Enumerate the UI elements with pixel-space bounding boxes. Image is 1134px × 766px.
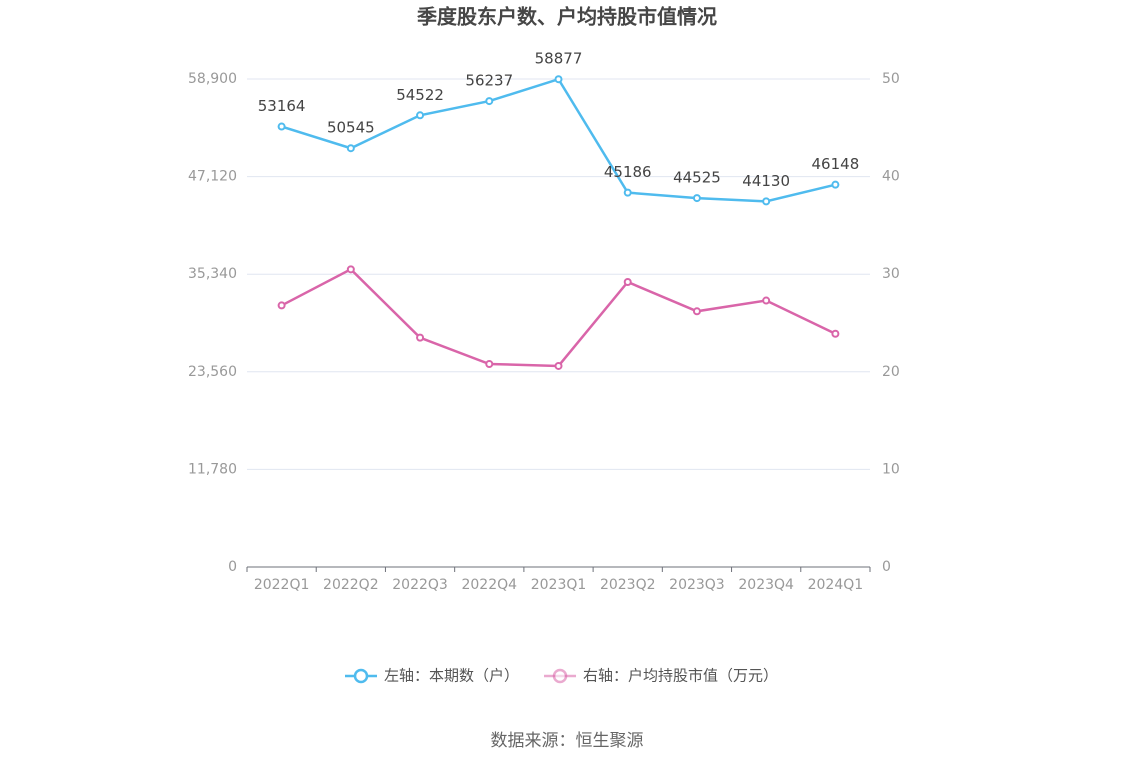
point (485, 359, 494, 368)
point (831, 180, 840, 189)
y-tick-label: 23,560 (188, 364, 237, 380)
data-label: 58877 (535, 50, 583, 68)
point (692, 307, 701, 316)
series-line (281, 267, 836, 368)
y-tick-label: 47,120 (188, 169, 237, 185)
point (831, 329, 840, 338)
legend-marker (552, 668, 568, 684)
point (416, 111, 425, 120)
point (623, 188, 632, 197)
point (485, 97, 494, 106)
data-label: 53164 (258, 97, 306, 115)
x-tick-label: 2022Q4 (461, 577, 517, 593)
point (692, 194, 701, 203)
y-tick-label: 35,340 (188, 266, 237, 282)
x-tick-label: 2023Q2 (600, 577, 656, 593)
chart-title: 季度股东户数、户均持股市值情况 (416, 5, 717, 29)
data-label: 44130 (742, 172, 790, 190)
data-label: 50545 (327, 119, 375, 137)
point (416, 333, 425, 342)
y2-tick-label: 0 (882, 559, 891, 575)
point (762, 197, 771, 206)
y2-tick-label: 30 (882, 266, 900, 282)
x-tick-label: 2023Q1 (531, 577, 587, 593)
x-tick-label: 2023Q3 (669, 577, 725, 593)
x-tick-label: 2022Q2 (323, 577, 379, 593)
point (623, 278, 632, 287)
legend-label: 左轴：本期数（户） (384, 667, 519, 685)
point (346, 265, 355, 274)
data-label: 54522 (396, 86, 444, 104)
x-tick-label: 2022Q3 (392, 577, 448, 593)
y2-tick-label: 50 (882, 71, 900, 87)
y-tick-label: 58,900 (188, 71, 237, 87)
point (277, 122, 286, 131)
point (762, 296, 771, 305)
y-tick-label: 11,780 (188, 461, 237, 477)
x-tick-label: 2023Q4 (738, 577, 794, 593)
legend-marker (353, 668, 369, 684)
y2-tick-label: 10 (882, 461, 900, 477)
legend-label: 右轴：户均持股市值（万元） (583, 667, 778, 685)
x-tick-label: 2024Q1 (808, 577, 864, 593)
y-tick-label: 0 (228, 559, 237, 575)
data-label: 46148 (812, 155, 860, 173)
point (277, 301, 286, 310)
data-label: 56237 (465, 72, 513, 90)
x-tick-label: 2022Q1 (254, 577, 310, 593)
data-label: 44525 (673, 169, 721, 187)
data-label: 45186 (604, 163, 652, 181)
y2-tick-label: 20 (882, 364, 900, 380)
y2-tick-label: 40 (882, 169, 900, 185)
point (554, 361, 563, 370)
point (346, 144, 355, 153)
source-note: 数据来源：恒生聚源 (491, 731, 644, 751)
point (554, 75, 563, 84)
